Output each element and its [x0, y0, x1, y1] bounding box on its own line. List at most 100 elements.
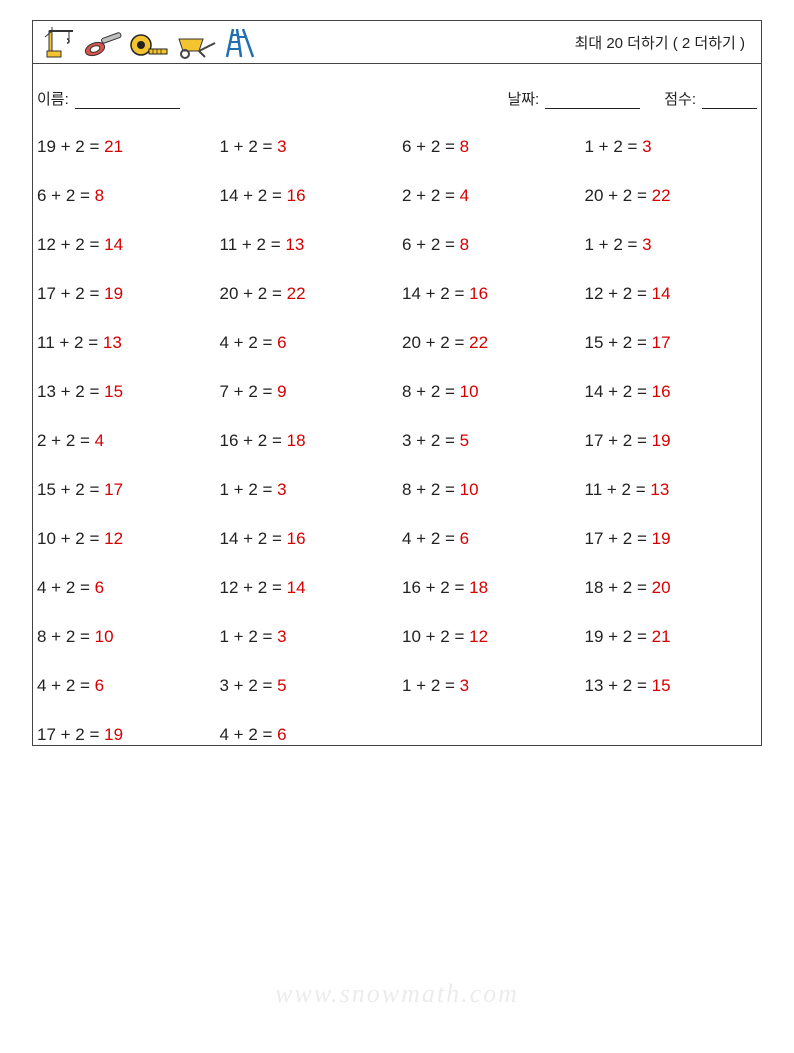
problem-answer: 13 [103, 333, 122, 352]
problem-cell: 4 + 2 = 6 [37, 676, 210, 696]
problem-expression: 2 + 2 = [37, 431, 95, 450]
problem-answer: 12 [469, 627, 488, 646]
ladder-icon [223, 25, 257, 59]
problem-expression: 10 + 2 = [402, 627, 469, 646]
problem-cell: 11 + 2 = 13 [37, 333, 210, 353]
worksheet-page: 최대 20 더하기 ( 2 더하기 ) 이름: 날짜: 점수: 19 + 2 =… [32, 20, 762, 746]
problem-expression: 13 + 2 = [37, 382, 104, 401]
problem-answer: 21 [652, 627, 671, 646]
problem-answer: 22 [287, 284, 306, 303]
problem-expression: 8 + 2 = [37, 627, 95, 646]
crane-icon [43, 25, 77, 59]
date-blank[interactable] [545, 93, 640, 110]
score-blank[interactable] [702, 93, 757, 110]
problem-answer: 19 [104, 725, 123, 744]
problem-answer: 17 [652, 333, 671, 352]
problem-cell: 12 + 2 = 14 [220, 578, 393, 598]
problem-cell: 2 + 2 = 4 [402, 186, 575, 206]
problem-expression: 16 + 2 = [402, 578, 469, 597]
problem-answer: 16 [287, 529, 306, 548]
problem-cell: 19 + 2 = 21 [585, 627, 758, 647]
problem-answer: 3 [277, 480, 286, 499]
problem-expression: 13 + 2 = [585, 676, 652, 695]
problem-answer: 10 [460, 480, 479, 499]
problem-answer: 19 [652, 431, 671, 450]
problem-expression: 6 + 2 = [37, 186, 95, 205]
problem-expression: 1 + 2 = [220, 480, 278, 499]
problem-expression: 14 + 2 = [585, 382, 652, 401]
problem-expression: 17 + 2 = [37, 725, 104, 744]
problem-cell: 10 + 2 = 12 [402, 627, 575, 647]
problem-cell: 20 + 2 = 22 [402, 333, 575, 353]
watermark: www.snowmath.com [0, 979, 794, 1009]
problem-expression: 7 + 2 = [220, 382, 278, 401]
problem-expression: 20 + 2 = [585, 186, 652, 205]
problem-answer: 9 [277, 382, 286, 401]
problem-expression: 4 + 2 = [37, 676, 95, 695]
problem-expression: 12 + 2 = [585, 284, 652, 303]
problem-cell: 14 + 2 = 16 [402, 284, 575, 304]
problem-cell: 2 + 2 = 4 [37, 431, 210, 451]
problem-answer: 18 [469, 578, 488, 597]
problem-cell: 14 + 2 = 16 [220, 186, 393, 206]
problem-expression: 1 + 2 = [402, 676, 460, 695]
problem-expression: 15 + 2 = [37, 480, 104, 499]
meta-right: 날짜: 점수: [507, 88, 757, 109]
problem-answer: 15 [652, 676, 671, 695]
problem-answer: 17 [104, 480, 123, 499]
problem-expression: 20 + 2 = [402, 333, 469, 352]
problem-cell: 10 + 2 = 12 [37, 529, 210, 549]
problem-cell: 18 + 2 = 20 [585, 578, 758, 598]
problem-cell: 15 + 2 = 17 [37, 480, 210, 500]
problem-answer: 22 [652, 186, 671, 205]
problem-expression: 4 + 2 = [220, 333, 278, 352]
score-label: 점수: [664, 88, 696, 109]
problem-expression: 8 + 2 = [402, 382, 460, 401]
problem-cell: 8 + 2 = 10 [402, 382, 575, 402]
problem-cell: 1 + 2 = 3 [220, 480, 393, 500]
name-blank[interactable] [75, 93, 180, 110]
problem-cell: 13 + 2 = 15 [585, 676, 758, 696]
problem-expression: 6 + 2 = [402, 235, 460, 254]
problem-cell: 4 + 2 = 6 [220, 333, 393, 353]
problem-cell: 1 + 2 = 3 [220, 627, 393, 647]
problem-cell: 1 + 2 = 3 [220, 137, 393, 157]
problem-cell: 12 + 2 = 14 [37, 235, 210, 255]
problem-cell: 6 + 2 = 8 [37, 186, 210, 206]
problem-answer: 5 [277, 676, 286, 695]
problem-cell: 11 + 2 = 13 [220, 235, 393, 255]
problem-answer: 6 [277, 333, 286, 352]
problem-cell: 17 + 2 = 19 [585, 529, 758, 549]
problem-expression: 1 + 2 = [220, 627, 278, 646]
problem-cell: 14 + 2 = 16 [585, 382, 758, 402]
name-label: 이름: [37, 88, 69, 109]
problem-answer: 14 [652, 284, 671, 303]
problem-expression: 14 + 2 = [220, 186, 287, 205]
header-bar: 최대 20 더하기 ( 2 더하기 ) [33, 21, 761, 64]
problem-answer: 3 [277, 137, 286, 156]
problem-expression: 6 + 2 = [402, 137, 460, 156]
problem-expression: 3 + 2 = [402, 431, 460, 450]
problem-expression: 15 + 2 = [585, 333, 652, 352]
problem-answer: 3 [277, 627, 286, 646]
problem-cell: 3 + 2 = 5 [220, 676, 393, 696]
problem-cell: 3 + 2 = 5 [402, 431, 575, 451]
problem-cell: 20 + 2 = 22 [585, 186, 758, 206]
problem-answer: 14 [104, 235, 123, 254]
problem-answer: 19 [104, 284, 123, 303]
problem-expression: 19 + 2 = [37, 137, 104, 156]
problem-answer: 15 [104, 382, 123, 401]
problem-expression: 10 + 2 = [37, 529, 104, 548]
problem-expression: 17 + 2 = [585, 529, 652, 548]
problems-grid: 19 + 2 = 21 1 + 2 = 3 6 + 2 = 8 1 + 2 = 3 6 … [33, 109, 761, 745]
problem-answer: 3 [642, 137, 651, 156]
problem-expression: 1 + 2 = [220, 137, 278, 156]
problem-answer: 14 [287, 578, 306, 597]
problem-cell: 7 + 2 = 9 [220, 382, 393, 402]
problem-cell: 16 + 2 = 18 [220, 431, 393, 451]
problem-cell: 17 + 2 = 19 [585, 431, 758, 451]
problem-answer: 6 [95, 578, 104, 597]
problem-cell: 16 + 2 = 18 [402, 578, 575, 598]
problem-expression: 14 + 2 = [220, 529, 287, 548]
problem-cell: 15 + 2 = 17 [585, 333, 758, 353]
